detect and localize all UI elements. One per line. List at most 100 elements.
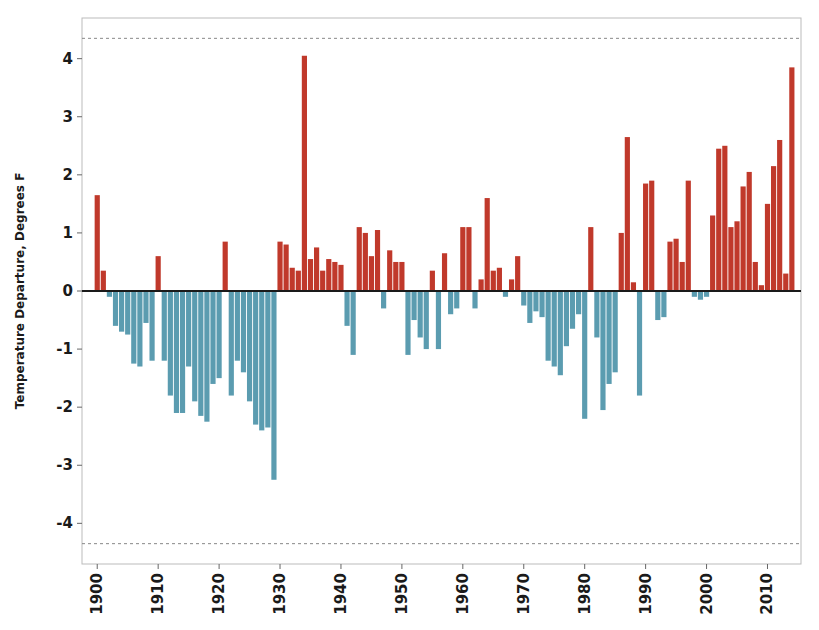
bar xyxy=(448,291,453,314)
bar xyxy=(381,291,386,308)
bar xyxy=(405,291,410,355)
y-tick-label: 3 xyxy=(63,108,73,126)
y-tick-label: 2 xyxy=(63,166,73,184)
bar xyxy=(174,291,179,413)
bar xyxy=(479,279,484,291)
bar xyxy=(113,291,118,326)
bar xyxy=(600,291,605,410)
plot-frame xyxy=(82,18,801,564)
bar xyxy=(655,291,660,320)
bar xyxy=(357,227,362,291)
bar xyxy=(95,195,100,291)
x-tick xyxy=(706,564,707,569)
bar xyxy=(168,291,173,396)
x-tick xyxy=(340,564,341,569)
bar xyxy=(722,146,727,291)
x-tick-label: 1970 xyxy=(515,573,533,615)
bar xyxy=(186,291,191,367)
bar xyxy=(125,291,130,335)
bar xyxy=(466,227,471,291)
bar xyxy=(149,291,154,361)
bar xyxy=(771,166,776,291)
bar xyxy=(619,233,624,291)
y-tick-label: 1 xyxy=(63,224,73,242)
bar xyxy=(509,279,514,291)
bar xyxy=(284,245,289,291)
x-tick xyxy=(767,564,768,569)
bar xyxy=(344,291,349,326)
bar xyxy=(192,291,197,401)
bar xyxy=(241,291,246,372)
y-tick-label: -4 xyxy=(56,514,73,532)
bar xyxy=(198,291,203,416)
bars xyxy=(82,38,801,543)
bar xyxy=(204,291,209,422)
bar xyxy=(765,204,770,291)
x-tick xyxy=(158,564,159,569)
bar xyxy=(698,291,703,300)
bar xyxy=(399,262,404,291)
bar xyxy=(265,291,270,428)
x-tick-label: 1950 xyxy=(393,573,411,615)
bar xyxy=(119,291,124,332)
x-tick xyxy=(97,564,98,569)
bar xyxy=(564,291,569,346)
bar xyxy=(259,291,264,430)
x-tick-label: 1910 xyxy=(149,573,167,615)
bar xyxy=(308,259,313,291)
bar xyxy=(302,56,307,291)
x-tick-label: 2010 xyxy=(758,573,776,615)
y-tick-label: 4 xyxy=(63,50,73,68)
bar xyxy=(637,291,642,396)
bar xyxy=(594,291,599,337)
y-tick-label: -1 xyxy=(56,340,73,358)
bar xyxy=(296,271,301,291)
x-tick-label: 1940 xyxy=(332,573,350,615)
y-tick xyxy=(77,116,82,117)
bar xyxy=(521,291,526,306)
bar xyxy=(393,262,398,291)
bar xyxy=(491,271,496,291)
y-tick-label: 0 xyxy=(63,282,73,300)
bar xyxy=(314,247,319,291)
x-tick-label: 1930 xyxy=(271,573,289,615)
x-tick-label: 1990 xyxy=(637,573,655,615)
bar xyxy=(210,291,215,384)
y-tick xyxy=(77,407,82,408)
x-tick xyxy=(584,564,585,569)
bar xyxy=(131,291,136,364)
bar xyxy=(338,265,343,291)
y-tick xyxy=(77,58,82,59)
bar xyxy=(558,291,563,375)
bar xyxy=(485,198,490,291)
y-tick xyxy=(77,232,82,233)
bar xyxy=(734,221,739,291)
bar xyxy=(741,186,746,291)
bar xyxy=(320,271,325,291)
bar xyxy=(332,262,337,291)
bar xyxy=(442,253,447,291)
bar xyxy=(223,242,228,291)
chart: -4-3-2-101234190019101920193019401950196… xyxy=(0,0,819,630)
y-tick-label: -3 xyxy=(56,456,73,474)
bar xyxy=(387,250,392,291)
x-tick xyxy=(401,564,402,569)
bar xyxy=(363,233,368,291)
bar xyxy=(460,227,465,291)
x-tick xyxy=(280,564,281,569)
x-tick xyxy=(645,564,646,569)
x-tick xyxy=(219,564,220,569)
reference-line xyxy=(82,543,801,544)
x-tick-label: 2000 xyxy=(698,573,716,615)
y-tick-label: -2 xyxy=(56,398,73,416)
y-tick xyxy=(77,291,82,292)
x-tick xyxy=(523,564,524,569)
bar xyxy=(156,256,161,291)
bar xyxy=(546,291,551,361)
y-tick xyxy=(77,174,82,175)
x-tick-label: 1960 xyxy=(454,573,472,615)
bar xyxy=(673,239,678,291)
bar xyxy=(497,268,502,291)
bar xyxy=(326,259,331,291)
bar xyxy=(143,291,148,323)
